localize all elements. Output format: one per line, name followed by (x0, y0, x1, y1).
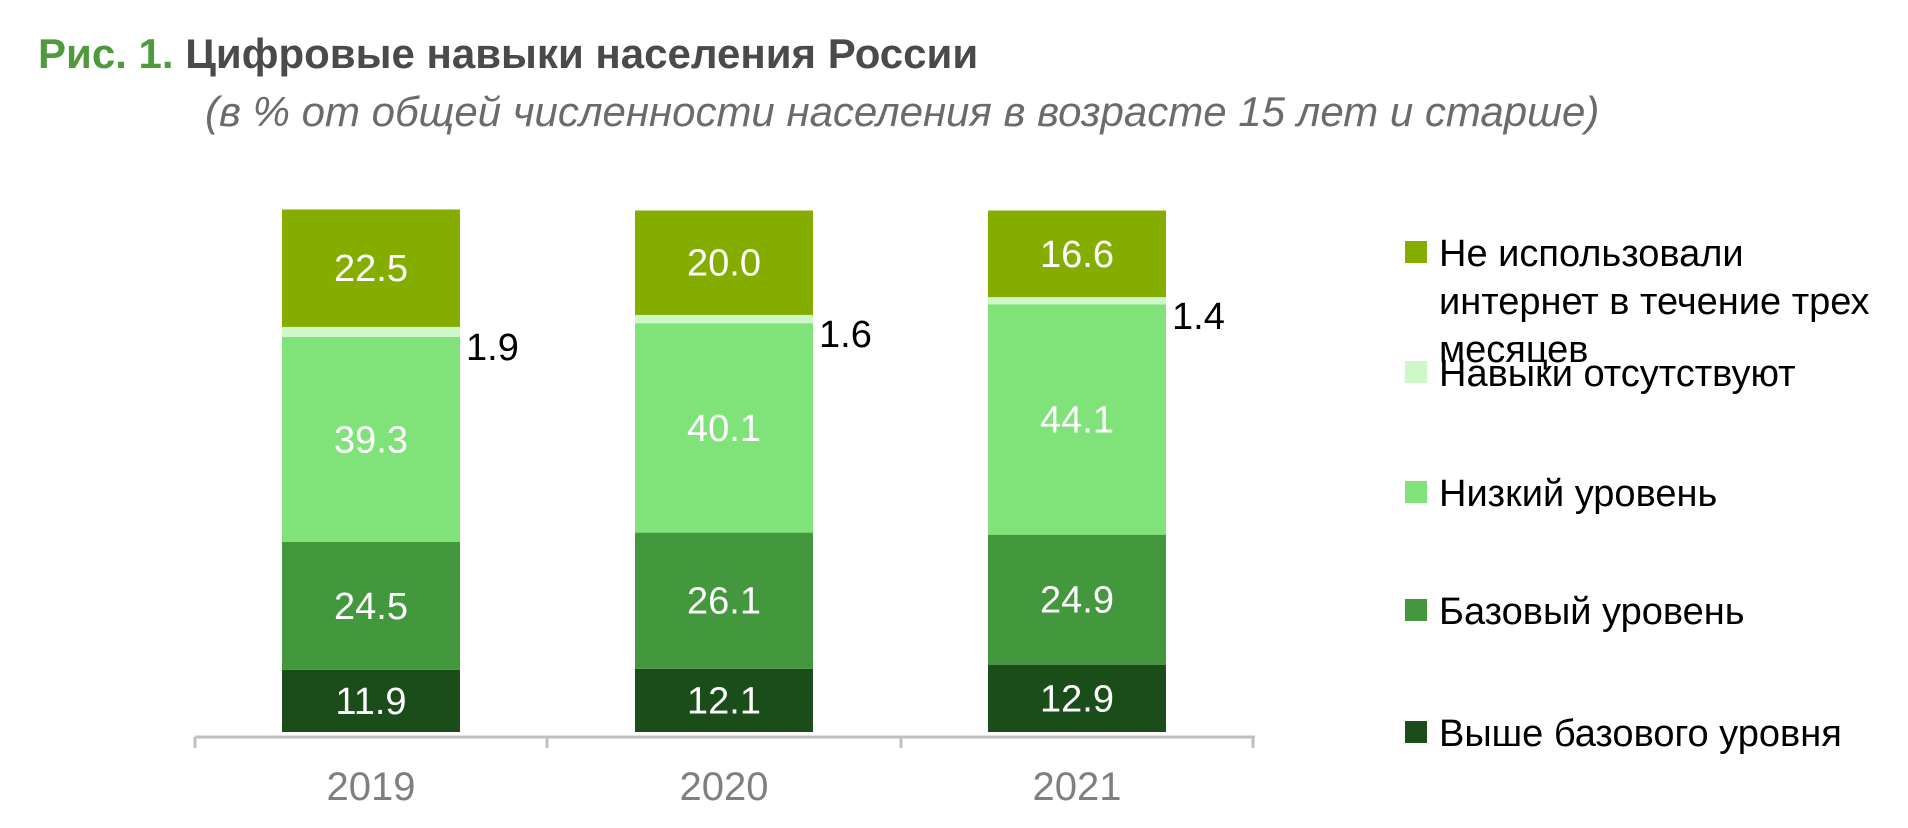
data-label-2020-1: 26.1 (687, 581, 761, 623)
data-label-2019-3: 1.9 (466, 327, 519, 369)
legend-item: Навыки отсутствуют (1405, 350, 1899, 398)
chart-title: Рис. 1. Цифровые навыки населения России (38, 30, 978, 78)
data-label-2020-0: 12.1 (687, 680, 761, 722)
legend-swatch (1405, 361, 1427, 383)
data-label-2021-2: 44.1 (1040, 400, 1114, 442)
legend-item: Низкий уровень (1405, 470, 1899, 518)
legend-label: Не использовали интернет в течение трех … (1439, 233, 1870, 371)
bar-segment-2021-3 (988, 297, 1166, 305)
legend-swatch (1405, 721, 1427, 743)
data-label-2021-3: 1.4 (1172, 296, 1225, 338)
data-label-2019-1: 24.5 (334, 586, 408, 628)
data-label-2020-4: 20.0 (687, 243, 761, 285)
bar-segment-2019-2 (282, 336, 460, 542)
legend-item: Не использовали интернет в течение трех … (1405, 230, 1899, 374)
chart-subtitle: (в % от общей численности населения в во… (205, 88, 1600, 135)
legend-swatch (1405, 241, 1427, 263)
data-label-2021-4: 16.6 (1040, 234, 1114, 276)
legend-swatch (1405, 599, 1427, 621)
data-label-2021-0: 12.9 (1040, 678, 1114, 720)
bar-segment-2021-2 (988, 304, 1166, 535)
bar-segment-2020-1 (635, 532, 813, 669)
legend-label: Низкий уровень (1439, 473, 1718, 515)
legend-item: Базовый уровень (1405, 588, 1899, 636)
bar-segment-2020-2 (635, 323, 813, 533)
legend-label: Базовый уровень (1439, 591, 1745, 633)
x-tick-label-2020: 2020 (680, 765, 769, 809)
data-label-2019-4: 22.5 (334, 248, 408, 290)
bar-segment-2019-0 (282, 669, 460, 732)
bar-segment-2019-1 (282, 541, 460, 670)
data-label-2019-2: 39.3 (334, 419, 408, 461)
figure-label: Рис. 1. (38, 30, 174, 77)
legend-item: Выше базового уровня (1405, 710, 1899, 758)
legend-label: Навыки отсутствуют (1439, 353, 1796, 395)
data-label-2021-1: 24.9 (1040, 580, 1114, 622)
title-text: Цифровые навыки населения России (185, 30, 979, 77)
bar-segment-2020-0 (635, 668, 813, 732)
bar-segment-2021-4 (988, 210, 1166, 298)
bar-segment-2019-3 (282, 326, 460, 337)
bar-segment-2020-4 (635, 210, 813, 315)
x-tick-label-2019: 2019 (327, 765, 416, 809)
bar-segment-2019-4 (282, 209, 460, 327)
data-label-2020-2: 40.1 (687, 408, 761, 450)
legend-swatch (1405, 481, 1427, 503)
legend-label: Выше базового уровня (1439, 713, 1842, 755)
x-tick-label-2021: 2021 (1033, 765, 1122, 809)
bar-segment-2021-0 (988, 664, 1166, 732)
bar-segment-2021-1 (988, 534, 1166, 665)
data-label-2020-3: 1.6 (819, 314, 872, 356)
data-label-2019-0: 11.9 (335, 681, 406, 723)
bar-segment-2020-3 (635, 314, 813, 324)
